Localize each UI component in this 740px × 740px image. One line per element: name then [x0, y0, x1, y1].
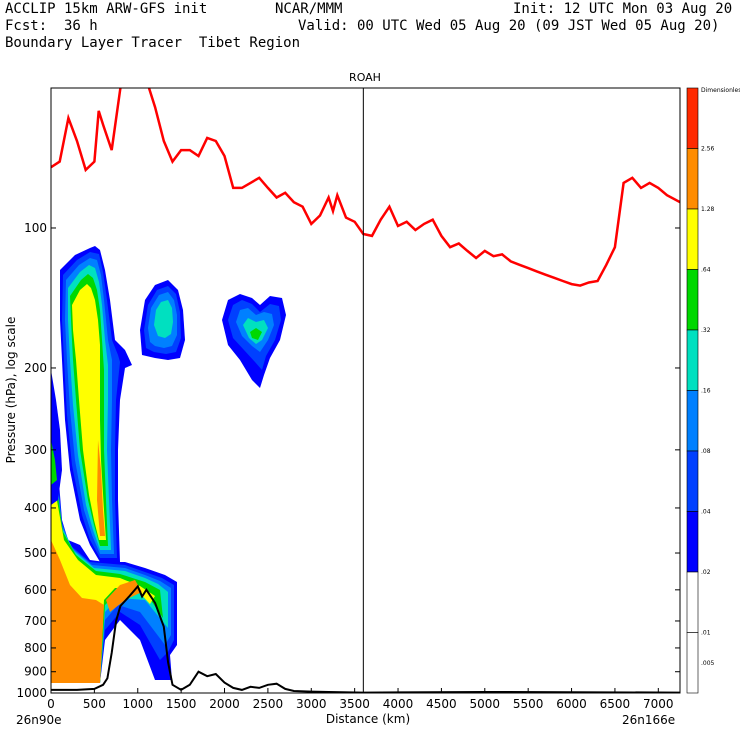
colorbar: Dimensionless 2.56 1.28 .64 .32 .16 .08 .04 .02.… [686, 87, 740, 694]
colorbar-swatch [686, 632, 699, 694]
endpoint-left: 26n90e [16, 713, 62, 727]
colorbar-level-label: .16 [701, 388, 711, 395]
header-fcst-value: 36 h [64, 18, 98, 34]
colorbar-swatch [686, 148, 699, 210]
chart-title: ROAH [349, 71, 381, 84]
tracer-blob-column [60, 246, 132, 562]
x-tick-label: 2000 [209, 697, 240, 711]
y-tick-label: 600 [24, 583, 47, 597]
header-init: Init: 12 UTC Mon 03 Aug 20 [513, 1, 733, 17]
x-tick-label: 5500 [513, 697, 544, 711]
tracer-blob-upper-1 [140, 280, 185, 360]
x-tick-label: 7000 [643, 697, 674, 711]
x-tick-label: 1000 [122, 697, 153, 711]
x-tick-label: 500 [83, 697, 106, 711]
y-axis: 100 200 300 400 500 600 700 800 900 1000 [16, 221, 680, 700]
colorbar-swatch [686, 511, 699, 573]
x-tick-label: 3500 [339, 697, 370, 711]
y-tick-label: 300 [24, 443, 47, 457]
colorbar-title: Dimensionless [701, 87, 740, 94]
y-tick-label: 900 [24, 665, 47, 679]
colorbar-swatch [686, 208, 699, 270]
y-tick-label: 500 [24, 546, 47, 560]
x-tick-label: 1500 [166, 697, 197, 711]
colorbar-swatch [686, 571, 699, 633]
y-tick-label: 700 [24, 614, 47, 628]
header-product: Boundary Layer Tracer Tibet Region [5, 35, 301, 51]
header-valid: Valid: 00 UTC Wed 05 Aug 20 (09 JST Wed … [298, 18, 720, 34]
colorbar-swatch [686, 269, 699, 331]
x-tick-label: 5000 [470, 697, 501, 711]
y-tick-label: 400 [24, 501, 47, 515]
tracer-blob-left-edge [51, 370, 62, 505]
x-tick-label: 6500 [600, 697, 631, 711]
colorbar-level-label: .04 [701, 509, 711, 516]
x-axis: 0 500 1000 1500 2000 2500 3000 3500 4000 4500 5000… [47, 688, 674, 711]
y-tick-label: 800 [24, 641, 47, 655]
tropopause-line [51, 88, 680, 287]
colorbar-swatch [686, 87, 699, 149]
colorbar-level-label: 2.56 [701, 146, 715, 153]
header-org: NCAR/MMM [275, 1, 343, 17]
colorbar-level-label: .01 [701, 630, 711, 637]
x-tick-label: 3000 [296, 697, 327, 711]
header-fcst-label: Fcst: [5, 18, 48, 34]
colorbar-swatch [686, 390, 699, 452]
x-axis-label: Distance (km) [326, 712, 410, 726]
colorbar-level-label: .005 [701, 660, 715, 667]
y-tick-label: 100 [24, 221, 47, 235]
colorbar-swatch [686, 329, 699, 391]
x-tick-label: 2500 [253, 697, 284, 711]
y-tick-label: 200 [24, 361, 47, 375]
tracer-blob-upper-2 [222, 294, 286, 388]
colorbar-level-label: .32 [701, 327, 711, 334]
colorbar-swatch [686, 450, 699, 512]
terrain-line [51, 584, 680, 693]
header-model: ACCLIP 15km ARW-GFS init [5, 1, 208, 17]
x-tick-label: 4500 [426, 697, 457, 711]
x-tick-label: 6000 [556, 697, 587, 711]
y-tick-label: 1000 [16, 686, 47, 700]
colorbar-level-label: .08 [701, 448, 711, 455]
y-axis-label: Pressure (hPa), log scale [4, 317, 18, 464]
colorbar-level-label: .64 [701, 267, 711, 274]
colorbar-level-label: 1.28 [701, 206, 715, 213]
x-tick-label: 0 [47, 697, 55, 711]
endpoint-right: 26n166e [622, 713, 675, 727]
tracer-contours [51, 246, 286, 683]
plot-frame [50, 87, 681, 694]
x-tick-label: 4000 [383, 697, 414, 711]
colorbar-level-label: .02 [701, 569, 711, 576]
tracer-blob-surface [51, 400, 177, 683]
